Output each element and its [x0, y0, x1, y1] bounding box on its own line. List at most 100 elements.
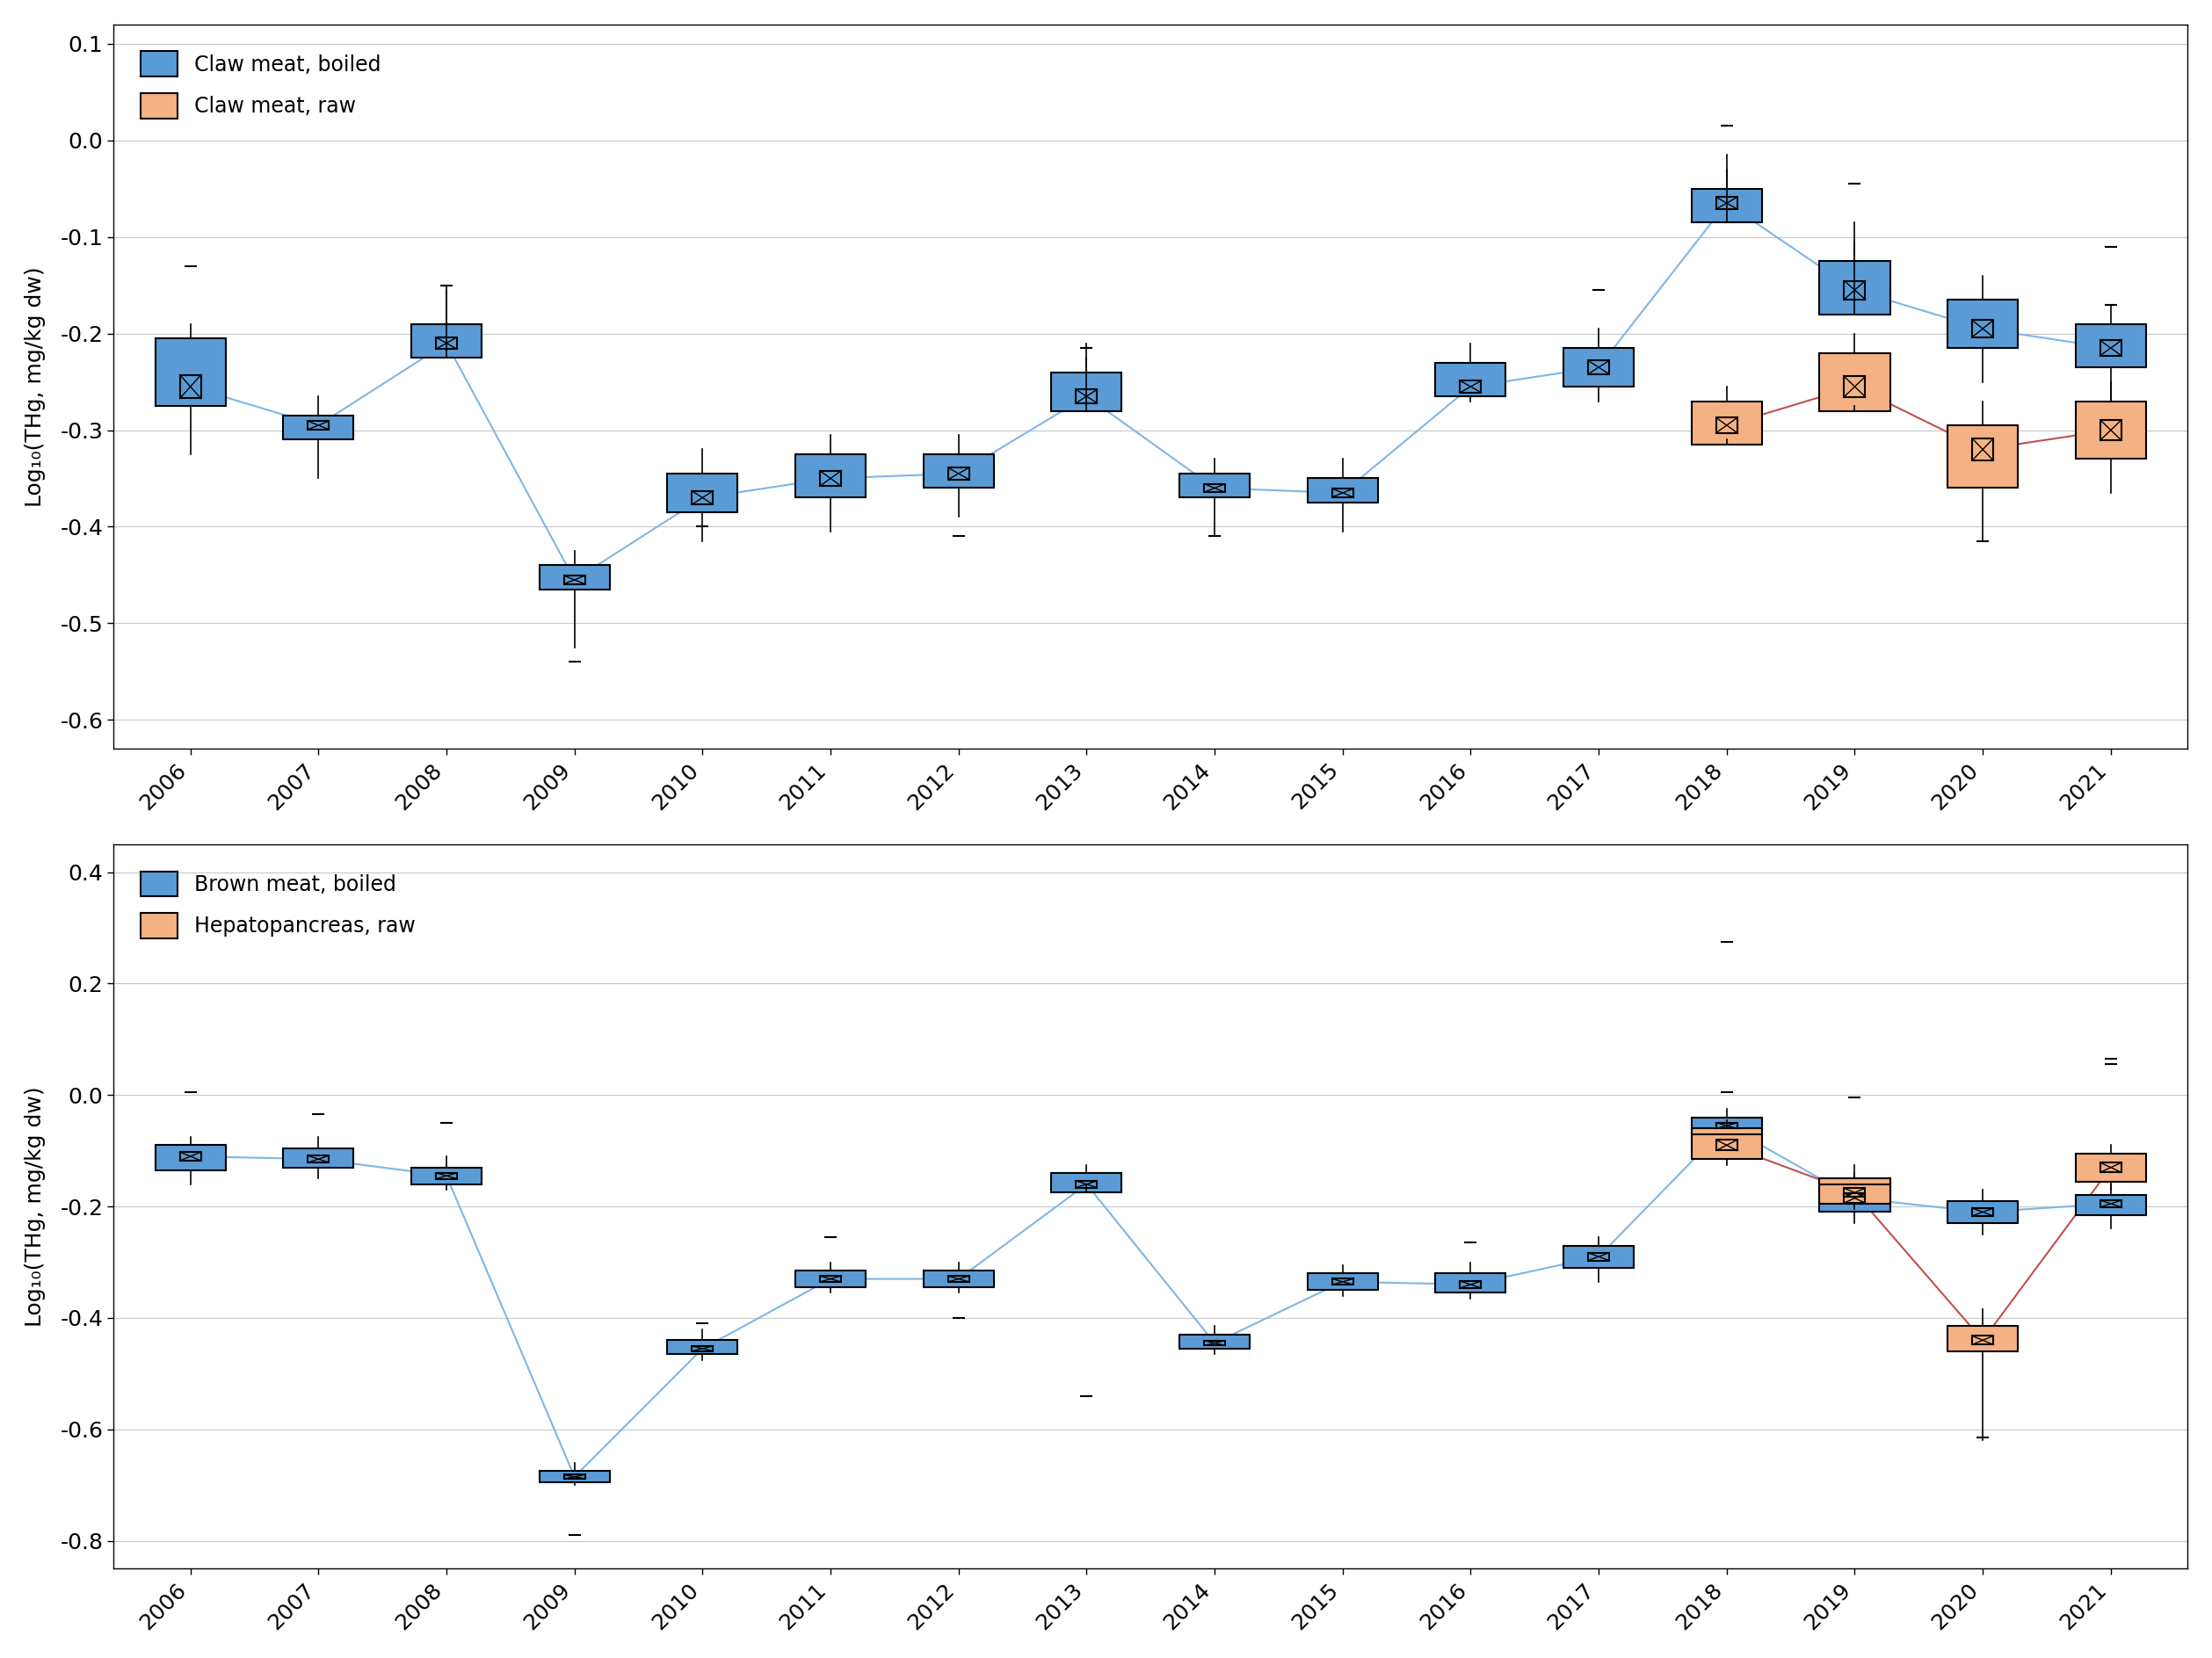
Bar: [1947, 1200, 2017, 1224]
Bar: [1564, 1245, 1635, 1268]
Bar: [821, 471, 841, 486]
Bar: [436, 337, 458, 350]
Bar: [1179, 474, 1250, 497]
Bar: [283, 1147, 354, 1167]
Legend: Brown meat, boiled, Hepatopancreas, raw: Brown meat, boiled, Hepatopancreas, raw: [124, 854, 431, 955]
Bar: [411, 323, 482, 358]
Bar: [2075, 1195, 2146, 1215]
Bar: [1436, 363, 1506, 396]
Bar: [1307, 1273, 1378, 1290]
Bar: [668, 1340, 739, 1355]
Bar: [668, 474, 739, 512]
Bar: [1179, 474, 1250, 497]
Bar: [564, 1476, 584, 1479]
Bar: [1075, 1180, 1097, 1187]
Bar: [2075, 1154, 2146, 1182]
Bar: [307, 1156, 330, 1162]
Bar: [1820, 1179, 1889, 1204]
Bar: [1075, 390, 1097, 403]
Bar: [2075, 401, 2146, 459]
Bar: [1973, 320, 1993, 337]
Bar: [179, 1152, 201, 1161]
Bar: [1564, 1245, 1635, 1268]
Legend: Claw meat, boiled, Claw meat, raw: Claw meat, boiled, Claw meat, raw: [124, 35, 398, 136]
Bar: [1820, 260, 1889, 313]
Bar: [436, 1172, 458, 1179]
Bar: [540, 1471, 611, 1482]
Bar: [922, 454, 993, 487]
Bar: [564, 575, 584, 584]
Bar: [1947, 300, 2017, 348]
Bar: [821, 1277, 841, 1282]
Bar: [949, 1277, 969, 1282]
Bar: [1332, 489, 1354, 497]
Bar: [1179, 1335, 1250, 1348]
Bar: [2075, 401, 2146, 459]
Bar: [155, 1146, 226, 1171]
Bar: [1051, 1174, 1121, 1192]
Bar: [283, 1147, 354, 1167]
Bar: [1460, 381, 1482, 393]
Bar: [1947, 1200, 2017, 1224]
Bar: [796, 1270, 865, 1287]
Bar: [796, 1270, 865, 1287]
Bar: [2099, 1200, 2121, 1207]
Bar: [1947, 424, 2017, 487]
Bar: [922, 1270, 993, 1287]
Bar: [1332, 1278, 1354, 1285]
Bar: [1820, 260, 1889, 313]
Bar: [1845, 376, 1865, 396]
Bar: [155, 338, 226, 406]
Bar: [668, 474, 739, 512]
Bar: [922, 1270, 993, 1287]
Bar: [1845, 1194, 1865, 1204]
Bar: [1179, 1335, 1250, 1348]
Bar: [2075, 1154, 2146, 1182]
Bar: [2099, 419, 2121, 441]
Bar: [307, 421, 330, 429]
Bar: [1947, 300, 2017, 348]
Bar: [1203, 484, 1225, 492]
Bar: [1051, 1174, 1121, 1192]
Bar: [1692, 1117, 1763, 1134]
Bar: [1973, 438, 1993, 461]
Bar: [796, 454, 865, 497]
Bar: [1692, 401, 1763, 444]
Bar: [1692, 189, 1763, 222]
Bar: [1692, 1129, 1763, 1159]
Bar: [1203, 1341, 1225, 1345]
Bar: [1436, 363, 1506, 396]
Bar: [1564, 348, 1635, 386]
Bar: [1460, 1282, 1482, 1288]
Bar: [1692, 189, 1763, 222]
Bar: [1436, 1273, 1506, 1293]
Bar: [540, 565, 611, 590]
Bar: [540, 1471, 611, 1482]
Bar: [1820, 1184, 1889, 1212]
Bar: [1973, 1209, 1993, 1215]
Bar: [2099, 340, 2121, 355]
Bar: [2075, 1195, 2146, 1215]
Y-axis label: Log₁₀(THg, mg/kg dw): Log₁₀(THg, mg/kg dw): [24, 1086, 46, 1326]
Bar: [155, 338, 226, 406]
Bar: [1564, 348, 1635, 386]
Bar: [2099, 1162, 2121, 1172]
Bar: [283, 416, 354, 439]
Bar: [540, 565, 611, 590]
Bar: [1307, 479, 1378, 502]
Bar: [1947, 424, 2017, 487]
Bar: [949, 468, 969, 479]
Bar: [1845, 1189, 1865, 1197]
Bar: [411, 1167, 482, 1184]
Bar: [1588, 1253, 1610, 1260]
Bar: [1307, 1273, 1378, 1290]
Bar: [179, 375, 201, 398]
Bar: [283, 416, 354, 439]
Bar: [692, 491, 712, 504]
Bar: [1692, 1129, 1763, 1159]
Bar: [922, 454, 993, 487]
Bar: [1717, 1122, 1736, 1129]
Bar: [1436, 1273, 1506, 1293]
Bar: [796, 454, 865, 497]
Bar: [411, 323, 482, 358]
